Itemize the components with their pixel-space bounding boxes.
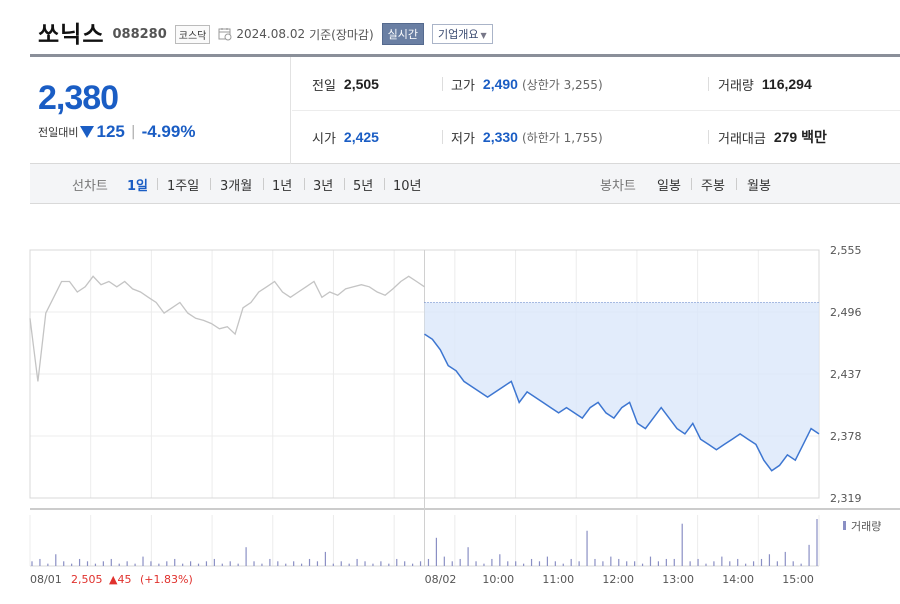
amount-value: 279 백만 [773,129,827,145]
base-date-suffix: 기준(장마감) [309,27,374,42]
market-badge: 코스닥 [174,24,211,44]
y-tick-label: 2,555 [830,244,862,257]
line-chart-label: 선차트 [72,179,108,194]
tab-1day[interactable]: 1일 [127,179,149,194]
calendar-icon [218,28,232,41]
cell-divider [442,77,443,91]
tab-5year[interactable]: 5년 [353,179,374,194]
prev-close-label: 전일 [312,78,336,94]
summary-row-divider [292,110,900,111]
stock-name: 쏘닉스 [38,22,105,48]
prev-day-close: 2,505 [71,573,103,586]
high-price: 고가 2,490 (상한가 3,255) [451,73,603,95]
tab-separator [210,178,211,190]
prev-close-value: 2,505 [343,76,379,92]
x-tick-label: 15:00 [782,573,814,586]
y-tick-label: 2,496 [830,306,862,319]
tab-1week[interactable]: 1주일 [167,179,200,194]
volume-legend-label: 거래량 [851,520,881,533]
cell-divider [708,77,709,91]
tab-separator [304,178,305,190]
tab-3year[interactable]: 3년 [313,179,334,194]
x-tick-label: 08/01 [30,573,62,586]
tab-monthly-candle[interactable]: 월봉 [747,179,771,194]
realtime-button[interactable]: 실시간 [381,23,425,45]
volume-label: 거래량 [718,78,754,94]
prev-day-change: ▲45 [109,573,131,586]
x-tick-label: 10:00 [482,573,514,586]
x-tick-label: 12:00 [602,573,634,586]
down-arrow-icon [80,126,95,138]
tab-separator [157,178,158,190]
prev-day-pct: (+1.83%) [140,573,193,586]
low-price: 저가 2,330 (하한가 1,755) [451,126,603,148]
prev-day-note: 2,505 ▲45 (+1.83%) [71,573,193,586]
change-separator: | [130,124,136,140]
tab-separator [691,178,692,190]
change-percent: -4.99% [141,122,196,141]
open-value: 2,425 [343,129,379,145]
x-tick-label: 14:00 [722,573,754,586]
upper-limit: (상한가 3,255) [521,77,603,92]
low-value: 2,330 [482,129,518,145]
high-value: 2,490 [482,76,518,92]
prev-close: 전일 2,505 [312,73,379,95]
x-axis: 08/01 08/02 10:00 11:00 12:00 13:00 14:00 15:00 [30,573,814,586]
high-label: 고가 [451,78,475,94]
tab-separator [263,178,264,190]
change-label: 전일대비 [38,126,79,139]
candle-chart-label: 봉차트 [600,179,636,194]
x-tick-label: 08/02 [425,573,457,586]
tab-separator [344,178,345,190]
cell-divider [708,130,709,144]
change-row: 전일대비 125 | -4.99% [38,122,195,142]
volume: 거래량 116,294 [718,73,812,95]
volume-value: 116,294 [761,76,812,92]
header-divider [30,54,900,57]
volume-bars [31,519,818,566]
tab-1year[interactable]: 1년 [272,179,293,194]
open-label: 시가 [312,131,336,147]
y-axis: 2,555 2,496 2,437 2,378 2,319 [830,244,862,505]
tab-weekly-candle[interactable]: 주봉 [701,179,725,194]
x-tick-label: 11:00 [542,573,574,586]
open-price: 시가 2,425 [312,126,379,148]
base-date: 2024.08.02 [236,27,306,41]
current-price: 2,380 [38,79,119,117]
current-price-box: 2,380 전일대비 125 | -4.99% [30,57,291,164]
tab-daily-candle[interactable]: 일봉 [657,179,681,194]
tab-10year[interactable]: 10년 [393,179,422,194]
cell-divider [442,130,443,144]
tab-3month[interactable]: 3개월 [220,179,253,194]
stock-header: 쏘닉스 088280 코스닥 2024.08.02 기준(장마감) 실시간 기업… [38,14,493,50]
x-tick-label: 13:00 [662,573,694,586]
stock-code: 088280 [112,26,167,42]
volume-legend: 거래량 [843,520,881,533]
company-overview-label: 기업개요 [438,28,479,41]
amount-label: 거래대금 [718,131,766,147]
company-overview-button[interactable]: 기업개요 ▼ [432,24,493,44]
chevron-down-icon: ▼ [480,31,487,40]
today-line [424,333,820,472]
period-bar: 선차트 1일 1주일 3개월 1년 3년 5년 10년 봉차트 일봉 주봉 월봉 [30,164,900,204]
prev-day-line [29,275,425,382]
tab-separator [384,178,385,190]
price-summary: 2,380 전일대비 125 | -4.99% 전일 2,505 고가 2,49… [30,57,900,164]
y-tick-label: 2,378 [830,430,862,443]
low-label: 저가 [451,131,475,147]
lower-limit: (하한가 1,755) [521,130,603,145]
y-tick-label: 2,437 [830,368,862,381]
y-tick-label: 2,319 [830,492,862,505]
change-value: 125 [96,122,125,141]
volume-legend-swatch [843,521,846,530]
tab-separator [736,178,737,190]
decline-area [424,302,819,471]
trade-amount: 거래대금 279 백만 [718,126,827,148]
